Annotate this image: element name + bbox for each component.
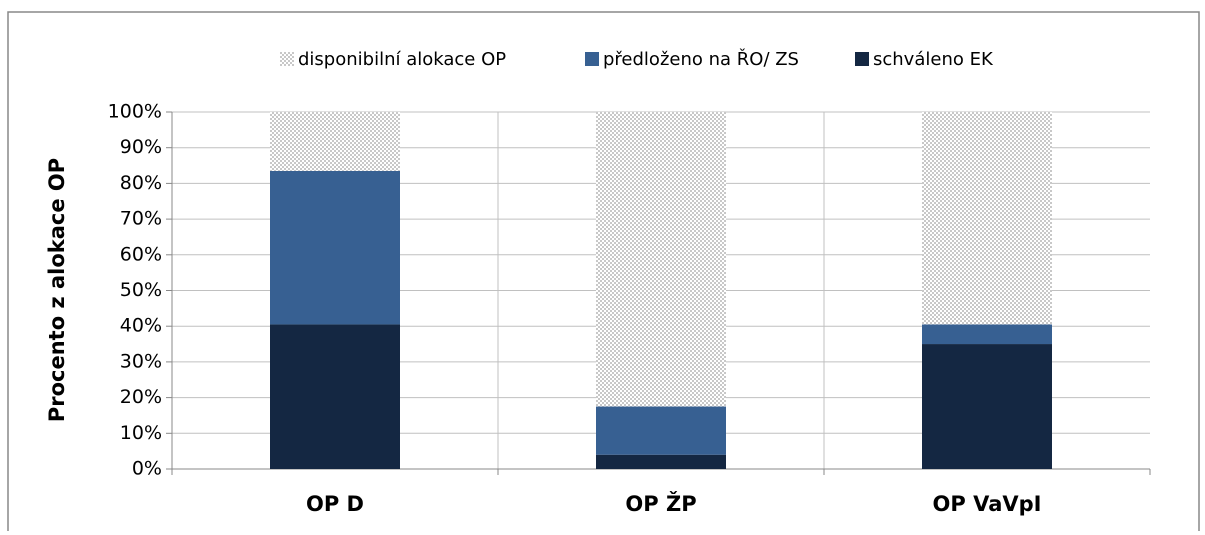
legend-label: disponibilní alokace OP — [298, 49, 506, 70]
legend-swatch — [280, 52, 294, 66]
bar-segment — [596, 406, 726, 455]
legend-swatch — [855, 52, 869, 66]
bar-segment — [596, 454, 726, 469]
y-tick-label: 60% — [120, 243, 162, 265]
y-tick-label: 40% — [120, 315, 162, 337]
x-tick-label: OP VaVpI — [933, 492, 1042, 516]
legend-label: schváleno EK — [873, 49, 994, 70]
bar-segment — [270, 112, 400, 171]
y-tick-label: 90% — [120, 136, 162, 158]
legend-label: předloženo na ŘO/ ZS — [603, 48, 799, 70]
y-axis-label: Procento z alokace OP — [45, 158, 69, 422]
y-tick-label: 100% — [108, 101, 162, 123]
legend-swatch — [585, 52, 599, 66]
y-tick-label: 0% — [132, 458, 162, 480]
bar-segment — [270, 324, 400, 469]
y-tick-label: 30% — [120, 350, 162, 372]
x-tick-label: OP ŽP — [625, 491, 696, 516]
bar-segment — [270, 170, 400, 325]
bar-segment — [922, 112, 1052, 325]
y-tick-label: 20% — [120, 386, 162, 408]
y-tick-label: 70% — [120, 208, 162, 230]
bar-segment — [922, 324, 1052, 345]
y-tick-label: 50% — [120, 279, 162, 301]
bar-segment — [596, 112, 726, 407]
chart-frame — [7, 11, 1200, 535]
bar-segment — [922, 344, 1052, 469]
y-tick-label: 10% — [120, 422, 162, 444]
y-tick-label: 80% — [120, 172, 162, 194]
x-tick-label: OP D — [306, 492, 364, 516]
